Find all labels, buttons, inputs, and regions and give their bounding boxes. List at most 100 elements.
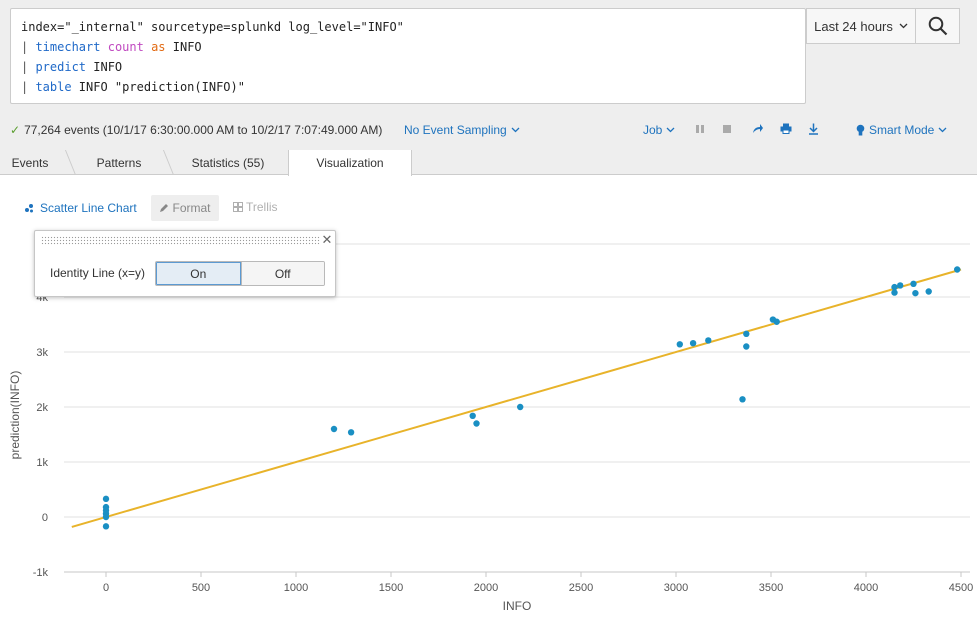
x-axis-ticks: 0 500 1000 1500 2000 2500 3000 3500 4000 4500: [103, 572, 973, 594]
format-popover: ✕ Identity Line (x=y) On Off: [34, 230, 336, 297]
event-sampling-dropdown[interactable]: No Event Sampling: [404, 123, 520, 137]
trellis-label: Trellis: [246, 200, 278, 214]
data-point: [912, 289, 919, 297]
lightbulb-icon: [856, 124, 865, 135]
data-point: [910, 280, 917, 287]
pause-icon[interactable]: [693, 123, 707, 137]
tab-label: Visualization: [316, 156, 384, 170]
y-tick-label: 3k: [36, 347, 48, 359]
data-point: [739, 396, 746, 403]
y-tick-label: 1k: [36, 457, 48, 469]
x-tick-label: 500: [192, 582, 210, 594]
x-tick-label: 2000: [474, 582, 498, 594]
query-line-4: | table INFO "prediction(INFO)": [21, 77, 795, 97]
data-point: [925, 288, 932, 295]
toggle-off-label: Off: [274, 266, 291, 281]
y-tick-label: 2k: [36, 402, 48, 414]
x-tick-label: 4000: [854, 582, 878, 594]
results-tabs: Events Patterns Statistics (55) Visualiz…: [0, 150, 977, 176]
data-point: [102, 513, 110, 521]
query-pipe: |: [21, 60, 36, 74]
tab-label: Patterns: [96, 155, 142, 170]
query-text: INFO: [86, 60, 123, 74]
trellis-button[interactable]: Trellis: [233, 200, 278, 214]
data-point: [330, 425, 338, 433]
data-point: [689, 340, 697, 347]
query-pipe: |: [21, 40, 36, 54]
y-tick-label: -1k: [33, 567, 49, 579]
x-tick-label: 4500: [949, 582, 973, 594]
y-axis-title: prediction(INFO): [8, 371, 22, 460]
x-tick-label: 2500: [569, 582, 593, 594]
query-command: predict: [35, 60, 87, 74]
job-menu-dropdown[interactable]: Job: [643, 123, 675, 137]
job-status-bar: ✓ 77,264 events (10/1/17 6:30:00.000 AM …: [0, 112, 977, 150]
data-point: [891, 283, 898, 291]
chart-type-label: Scatter Line Chart: [40, 201, 137, 215]
x-tick-label: 0: [103, 582, 109, 594]
query-pipe: |: [21, 80, 36, 94]
share-icon[interactable]: [751, 123, 765, 137]
format-button[interactable]: Format: [151, 195, 219, 221]
search-button[interactable]: [916, 8, 960, 44]
search-icon: [928, 16, 947, 36]
chevron-down-icon: [899, 23, 908, 29]
print-icon[interactable]: [779, 123, 793, 137]
format-label: Format: [172, 201, 211, 215]
tab-visualization[interactable]: Visualization: [288, 150, 412, 176]
toggle-off-button[interactable]: Off: [240, 262, 324, 285]
data-point: [676, 341, 683, 348]
y-tick-label: 0: [42, 512, 48, 524]
tab-events[interactable]: Events: [0, 150, 60, 175]
data-point: [347, 429, 355, 436]
data-point: [517, 403, 524, 411]
x-tick-label: 1000: [284, 582, 308, 594]
query-command: table: [35, 80, 72, 94]
query-function: count: [107, 40, 144, 54]
data-point: [743, 330, 750, 338]
pencil-icon: [160, 204, 169, 212]
close-icon[interactable]: ✕: [321, 232, 333, 247]
tab-patterns[interactable]: Patterns: [78, 150, 160, 175]
query-text: INFO: [165, 40, 202, 54]
query-text: INFO "prediction(INFO)": [71, 80, 245, 94]
x-tick-label: 3500: [759, 582, 783, 594]
identity-line: [71, 268, 962, 528]
query-line-3: | predict INFO: [21, 57, 795, 77]
query-text: [100, 40, 107, 54]
data-point: [743, 343, 750, 350]
tab-statistics[interactable]: Statistics (55): [176, 150, 280, 175]
search-query-editor[interactable]: index="_internal" sourcetype=splunkd log…: [10, 8, 806, 104]
query-line-2: | timechart count as INFO: [21, 37, 795, 57]
data-point: [773, 318, 780, 325]
identity-line-label: Identity Line (x=y): [50, 266, 146, 280]
toggle-on-button[interactable]: On: [156, 262, 241, 285]
check-icon: ✓: [10, 123, 21, 137]
data-point: [473, 420, 480, 427]
job-label: Job: [643, 123, 663, 137]
data-point: [954, 266, 961, 273]
search-bar-area: index="_internal" sourcetype=splunkd log…: [0, 0, 977, 112]
chevron-down-icon: [666, 127, 675, 133]
trellis-grid-icon: [233, 202, 243, 212]
export-icon[interactable]: [806, 123, 820, 138]
search-mode-label: Smart Mode: [869, 123, 935, 137]
tab-label: Events: [11, 155, 49, 170]
event-count-status: ✓ 77,264 events (10/1/17 6:30:00.000 AM …: [10, 123, 382, 137]
chart-type-button[interactable]: Scatter Line Chart: [24, 200, 137, 216]
data-point: [102, 495, 110, 503]
drag-handle[interactable]: [41, 236, 320, 245]
x-axis-title: INFO: [503, 599, 532, 613]
data-points: [102, 266, 961, 530]
query-command: timechart: [35, 40, 101, 54]
time-range-picker[interactable]: Last 24 hours: [806, 8, 916, 44]
data-point: [705, 337, 712, 344]
data-point: [469, 412, 476, 419]
search-mode-dropdown[interactable]: Smart Mode: [856, 123, 947, 137]
query-text: index="_internal" sourcetype=splunkd log…: [21, 20, 404, 34]
x-tick-label: 3000: [664, 582, 688, 594]
stop-icon[interactable]: [720, 123, 734, 137]
data-point: [897, 282, 904, 289]
data-point: [891, 289, 898, 296]
